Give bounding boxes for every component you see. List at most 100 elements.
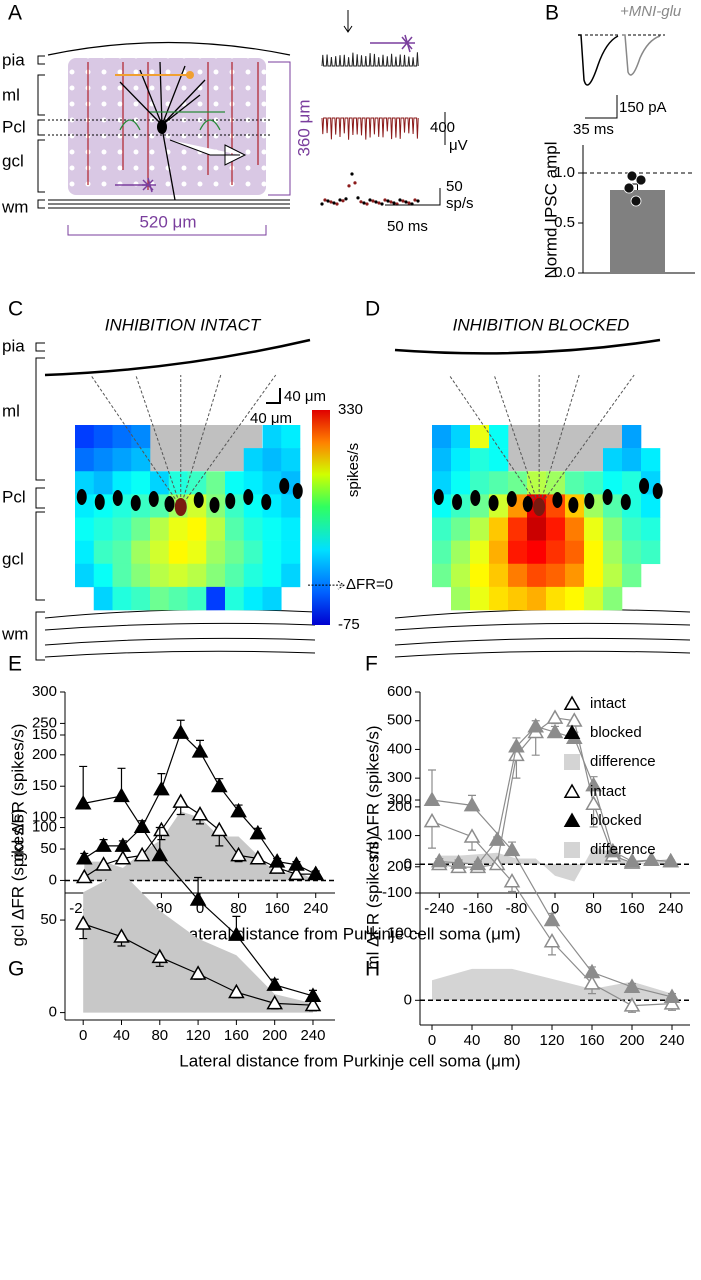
heatmap-cell [243, 540, 263, 565]
rate-dot [368, 198, 372, 202]
pc-soma [522, 496, 533, 512]
heatmap-cell [206, 471, 226, 495]
heatmap-cell [168, 517, 188, 541]
heatmap-cell [281, 517, 301, 541]
heatmap-cell [243, 563, 263, 588]
heatmap-cell [451, 448, 471, 472]
heatmap-cell [112, 471, 132, 495]
y-tick-label: 250 [32, 714, 57, 731]
heatmap-cell [546, 471, 566, 495]
dendrite [538, 374, 580, 508]
heatmap-cell [603, 540, 623, 565]
x-tick-label: 0 [428, 1032, 436, 1049]
amplifier [169, 139, 247, 166]
marker [662, 852, 680, 868]
rate-dot [323, 198, 327, 202]
difference-area [432, 968, 672, 1001]
rate-dot [413, 198, 417, 202]
purkinje-cell [119, 61, 206, 201]
wm-lines [44, 609, 316, 658]
rate-dot [329, 200, 333, 204]
marker [508, 746, 525, 762]
heatmap-cell [603, 471, 623, 495]
uncaging-spot [142, 177, 156, 193]
annotation: ΔFR=0 [346, 576, 393, 593]
heatmap-cell [262, 471, 282, 495]
pc-soma [164, 496, 175, 512]
heatmap-cell [546, 540, 566, 565]
panel-label: B [545, 2, 559, 25]
marker [153, 821, 170, 837]
heatmap-cell [93, 563, 113, 588]
marker [623, 997, 641, 1012]
rate-unit: sp/s [446, 195, 474, 212]
heatmap-cell [622, 425, 642, 449]
heatmap-cell [489, 471, 509, 495]
x-tick-label: 240 [303, 900, 328, 917]
rate-dot [389, 200, 393, 204]
heatmap-cell [168, 586, 188, 611]
rate-dot [320, 202, 324, 206]
heatmap-cell [470, 586, 490, 611]
dendrite [180, 374, 277, 508]
x-tick-label: -240 [424, 900, 454, 917]
heatmap-cell [225, 517, 245, 541]
legend-swatch [564, 754, 580, 770]
pc-soma [568, 497, 579, 513]
heatmap-cell [206, 517, 226, 541]
heatmap-cell [131, 563, 151, 588]
heatmap-cell [603, 586, 623, 611]
heatmap-cell [150, 586, 170, 611]
heatmap-cell [451, 586, 471, 611]
heatmap-cell [168, 540, 188, 565]
y-tick-label: 0 [49, 871, 57, 888]
heatmap-cell [451, 563, 471, 588]
heatmap-cell [168, 563, 188, 588]
panel-label: D [365, 298, 380, 321]
heatmap-cell [281, 425, 301, 449]
marker [230, 802, 247, 818]
layer-label: pia [2, 50, 25, 69]
marker [288, 865, 305, 881]
heatmap-cell [281, 448, 301, 472]
heatmap-cell [565, 586, 585, 611]
stimulus [186, 71, 194, 79]
marker [288, 856, 305, 871]
marker [585, 795, 602, 810]
data-point [626, 170, 638, 182]
rate-scale: 50 [446, 178, 463, 195]
heatmap-cell [131, 540, 151, 565]
y-tick-label: 1.0 [554, 164, 575, 181]
y-tick-label: 50 [40, 840, 57, 857]
marker [75, 868, 93, 884]
y-tick-label: 100 [32, 809, 57, 826]
dendrite [180, 374, 222, 508]
heatmap-cell [489, 563, 509, 588]
pc-soma [488, 495, 499, 511]
marker [546, 723, 564, 739]
heatmap-cell [622, 517, 642, 541]
y-tick-label: 100 [387, 827, 412, 844]
layer-label: Pcl [2, 117, 26, 136]
heatmap-cell [206, 563, 226, 588]
heatmap-cell [508, 586, 528, 611]
marker [488, 831, 506, 846]
heatmap-cell [584, 471, 604, 495]
heatmap-cell [565, 540, 585, 565]
heatmap-cell [584, 586, 604, 611]
rate-dot [374, 200, 378, 204]
pc-soma [130, 495, 141, 511]
heatmap-cell [206, 540, 226, 565]
legend-label: blocked [590, 724, 642, 741]
marker [430, 852, 448, 868]
marker [463, 828, 481, 843]
heatmap-cell [243, 517, 263, 541]
pc-soma [639, 478, 650, 494]
heatmap-cell [584, 540, 604, 565]
dendrite [538, 374, 635, 508]
difference-area [83, 871, 313, 1013]
heatmap-cell [150, 471, 170, 495]
heatmap-cell [262, 517, 282, 541]
heatmap-cell [584, 517, 604, 541]
layer-label: wm [1, 197, 28, 216]
